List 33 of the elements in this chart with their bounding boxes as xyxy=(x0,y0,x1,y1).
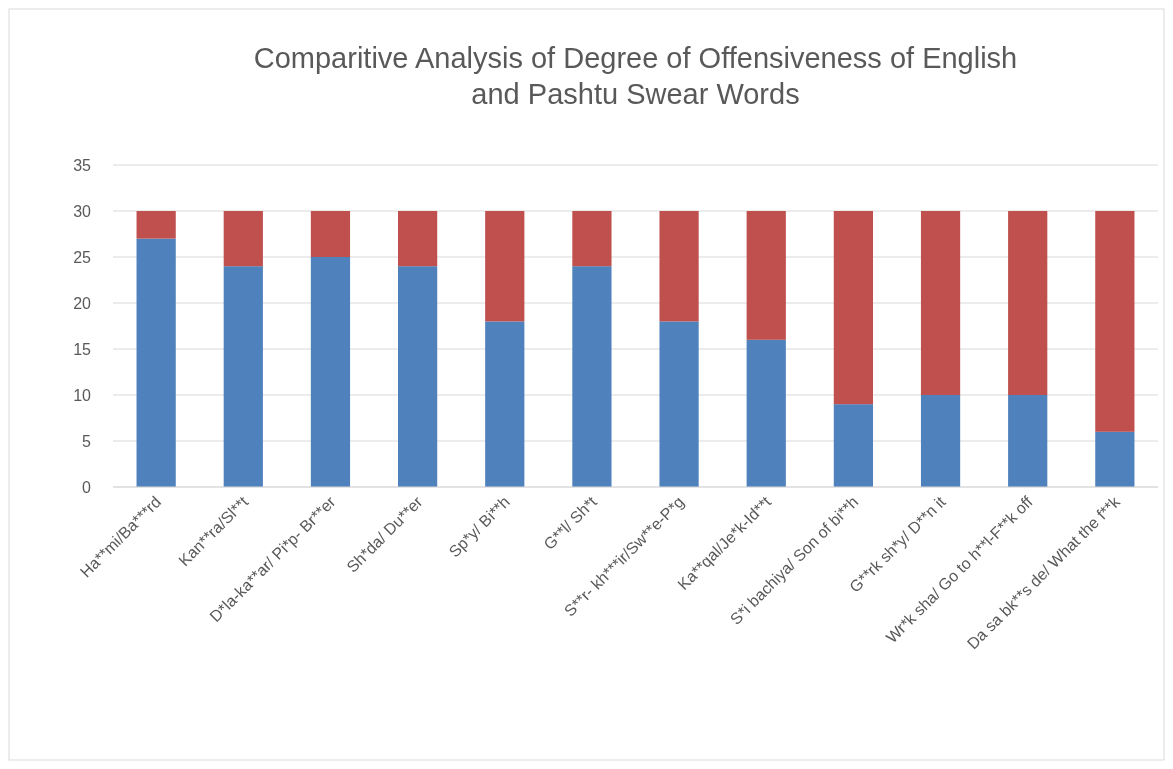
bar xyxy=(659,211,699,322)
bar xyxy=(136,211,176,239)
bar xyxy=(310,257,351,487)
y-tick-label: 0 xyxy=(82,478,92,496)
y-tick-label: 30 xyxy=(73,202,92,220)
y-tick-label: 5 xyxy=(82,432,92,450)
y-tick-label: 35 xyxy=(73,156,92,174)
bar xyxy=(833,211,873,405)
bar xyxy=(223,211,263,267)
bar xyxy=(398,266,438,487)
y-tick-label: 20 xyxy=(73,294,92,312)
y-tick-label: 25 xyxy=(73,248,92,266)
bar xyxy=(398,211,438,267)
bar xyxy=(572,211,612,267)
bar xyxy=(485,321,525,487)
bar xyxy=(485,211,525,322)
bar xyxy=(136,238,176,487)
bar xyxy=(1008,211,1048,395)
bar xyxy=(746,339,786,487)
bar xyxy=(1095,211,1135,432)
bar xyxy=(223,266,263,487)
bar xyxy=(572,266,612,487)
bar xyxy=(310,211,351,257)
y-tick-label: 15 xyxy=(73,340,92,358)
bar xyxy=(746,211,786,340)
bar xyxy=(659,321,699,487)
bar xyxy=(833,404,873,487)
y-tick-label: 10 xyxy=(73,386,92,404)
chart-title: Comparitive Analysis of Degree of Offensiveness of English and Pashtu Swear Words xyxy=(253,42,1018,110)
bar xyxy=(1008,395,1048,487)
bar xyxy=(920,395,961,487)
bar xyxy=(1095,431,1135,487)
bar xyxy=(920,211,961,395)
